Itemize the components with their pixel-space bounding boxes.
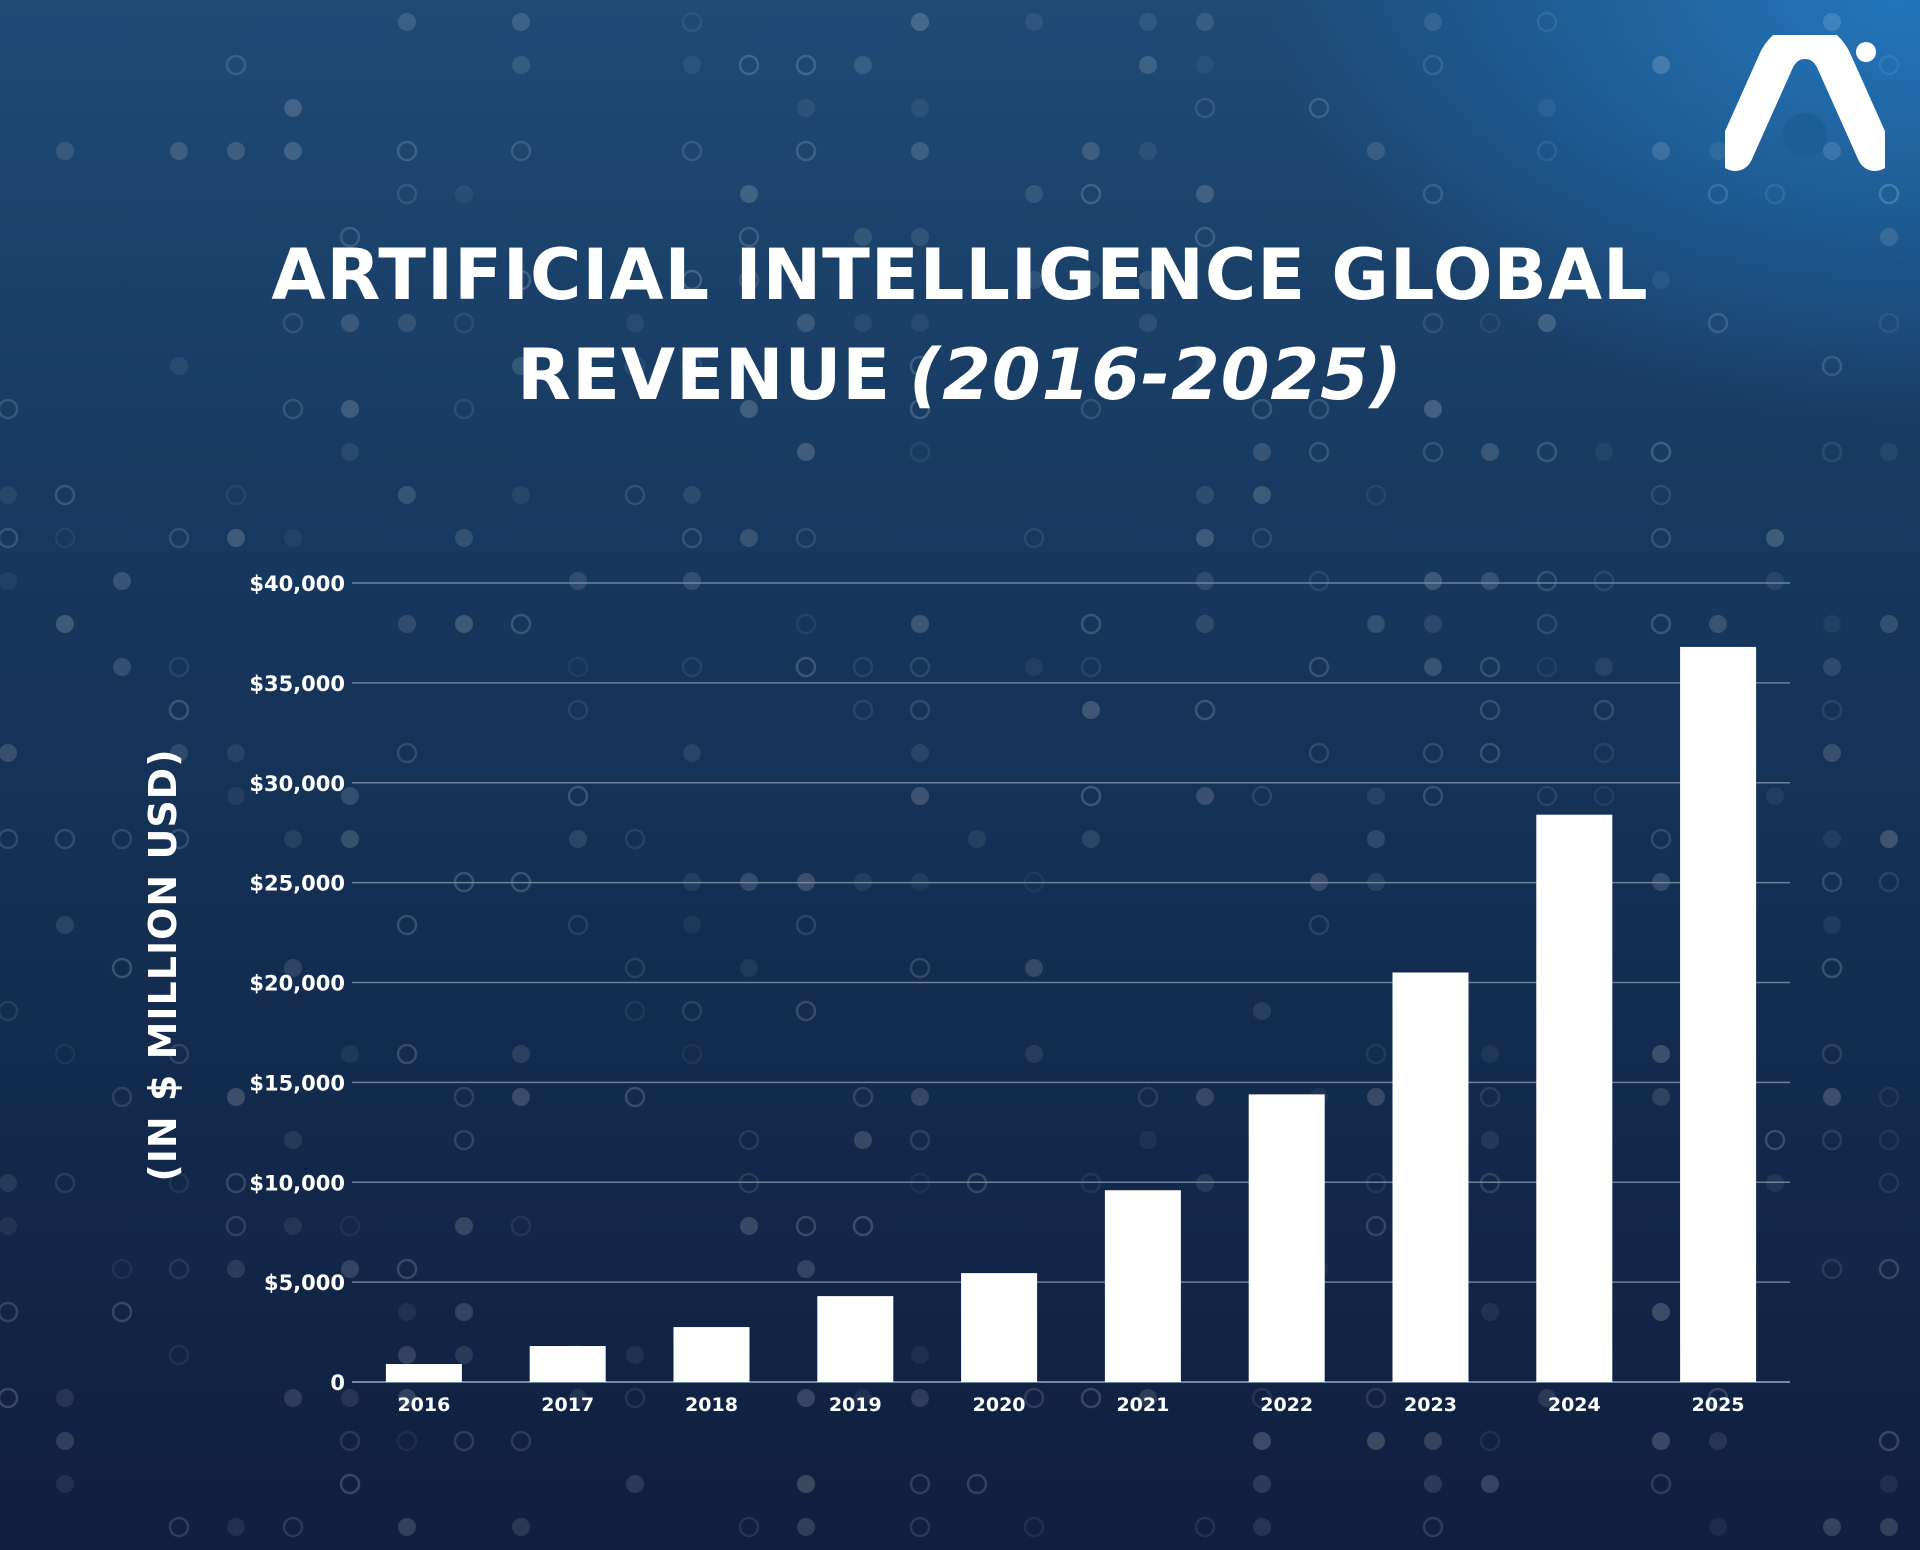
- bars: [385, 646, 1757, 1382]
- y-tick-label: $25,000: [249, 872, 345, 896]
- x-tick-label: 2016: [397, 1394, 450, 1416]
- x-tick-label: 2020: [973, 1394, 1026, 1416]
- y-tick-label: $20,000: [249, 972, 345, 996]
- bar-2021: [1104, 1190, 1181, 1382]
- chart-title-line-1: ARTIFICIAL INTELLIGENCE GLOBAL: [271, 234, 1649, 316]
- chart-title-line-2: REVENUE (2016-2025): [0, 325, 1920, 425]
- chart-title: ARTIFICIAL INTELLIGENCE GLOBAL REVENUE (2…: [0, 225, 1920, 425]
- bar-2016: [385, 1364, 462, 1382]
- y-tick-label: $5,000: [264, 1271, 345, 1295]
- x-tick-label: 2021: [1116, 1394, 1169, 1416]
- y-tick-label: 0: [330, 1371, 345, 1395]
- x-tick-label: 2017: [541, 1394, 594, 1416]
- y-tick-label: $40,000: [249, 572, 345, 596]
- brand-logo-icon: [1725, 35, 1885, 171]
- x-axis-ticks: 2016 2017 2018 2019 2020 2021 2022 2023 2024 2025: [397, 1394, 1744, 1416]
- x-tick-label: 2018: [685, 1394, 738, 1416]
- x-tick-label: 2024: [1548, 1394, 1601, 1416]
- bar-2017: [529, 1346, 606, 1382]
- bar-2019: [817, 1296, 894, 1382]
- y-tick-label: $10,000: [249, 1171, 345, 1195]
- bar-2025: [1680, 646, 1757, 1382]
- x-tick-label: 2019: [829, 1394, 882, 1416]
- bar-2024: [1536, 814, 1613, 1382]
- y-tick-label: $35,000: [249, 672, 345, 696]
- bar-2020: [961, 1273, 1038, 1382]
- x-tick-label: 2025: [1692, 1394, 1745, 1416]
- x-tick-label: 2022: [1260, 1394, 1313, 1416]
- chart-title-revenue: REVENUE: [517, 334, 892, 416]
- bar-2018: [673, 1327, 750, 1382]
- bar-2023: [1392, 972, 1469, 1382]
- x-tick-label: 2023: [1404, 1394, 1457, 1416]
- y-tick-label: $15,000: [249, 1071, 345, 1095]
- bar-2022: [1248, 1094, 1325, 1382]
- y-axis-ticks: 0 $5,000 $10,000 $15,000 $20,000 $25,000 $30,0…: [249, 572, 345, 1395]
- chart-title-years: (2016-2025): [909, 334, 1403, 416]
- y-tick-label: $30,000: [249, 772, 345, 796]
